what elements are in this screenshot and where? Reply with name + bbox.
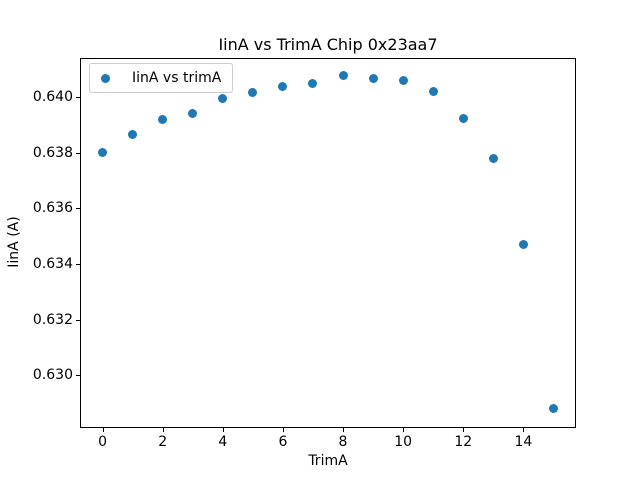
y-tick-label: 0.638 xyxy=(32,144,73,161)
chart-title: IinA vs TrimA Chip 0x23aa7 xyxy=(218,35,438,54)
y-tick-mark xyxy=(76,97,80,98)
x-tick-label: 6 xyxy=(278,434,288,450)
x-tick-mark xyxy=(103,428,104,432)
data-point xyxy=(128,130,138,140)
data-point xyxy=(428,87,438,97)
legend-label: IinA vs trimA xyxy=(132,70,222,86)
data-point xyxy=(218,93,228,103)
x-tick-mark xyxy=(403,428,404,432)
y-tick-label: 0.636 xyxy=(32,200,73,217)
data-point xyxy=(518,239,528,249)
x-tick-mark xyxy=(163,428,164,432)
data-point xyxy=(488,154,498,164)
y-tick-mark xyxy=(76,375,80,376)
data-point xyxy=(188,108,198,118)
x-tick-label: 14 xyxy=(514,434,533,450)
data-point xyxy=(278,81,288,91)
y-tick-mark xyxy=(76,208,80,209)
x-tick-label: 10 xyxy=(394,434,413,450)
x-axis-label: TrimA xyxy=(308,453,348,469)
y-tick-label: 0.630 xyxy=(32,367,73,384)
x-tick-mark xyxy=(343,428,344,432)
data-point xyxy=(398,76,408,86)
y-tick-mark xyxy=(76,264,80,265)
x-tick-label: 8 xyxy=(338,434,348,450)
legend: IinA vs trimA xyxy=(89,63,233,93)
x-tick-label: 0 xyxy=(98,434,107,450)
y-tick-label: 0.634 xyxy=(32,255,73,272)
y-axis-label: IinA (A) xyxy=(6,216,22,268)
x-tick-mark xyxy=(523,428,524,432)
y-tick-mark xyxy=(76,320,80,321)
data-point xyxy=(458,113,468,123)
x-tick-mark xyxy=(283,428,284,432)
data-point xyxy=(98,148,108,158)
plot-area: IinA vs trimA xyxy=(80,58,576,428)
x-tick-label: 4 xyxy=(218,434,228,450)
y-tick-label: 0.640 xyxy=(32,88,73,105)
data-point xyxy=(158,114,168,124)
y-tick-label: 0.632 xyxy=(32,311,73,328)
x-tick-label: 12 xyxy=(454,434,473,450)
data-point xyxy=(248,87,258,97)
data-point xyxy=(308,79,318,89)
legend-marker-icon xyxy=(101,73,110,83)
y-tick-mark xyxy=(76,153,80,154)
x-tick-mark xyxy=(463,428,464,432)
data-point xyxy=(338,71,348,81)
x-tick-label: 2 xyxy=(158,434,168,450)
data-point xyxy=(368,74,378,84)
data-point xyxy=(548,403,558,413)
x-tick-mark xyxy=(223,428,224,432)
